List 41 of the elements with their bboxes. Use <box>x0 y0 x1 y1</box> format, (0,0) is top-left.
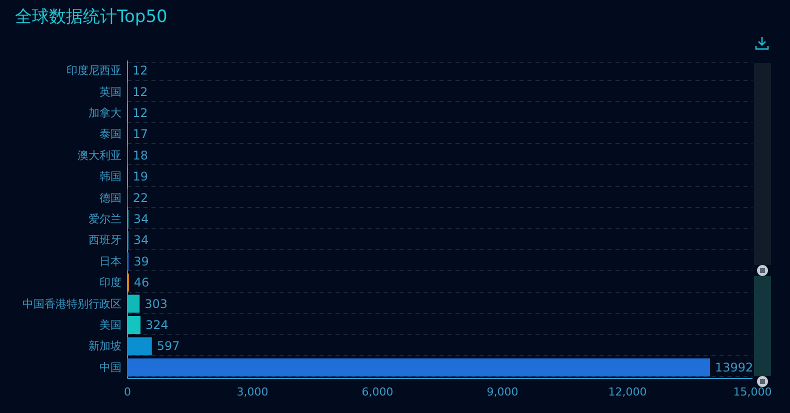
data-label: 12 <box>132 106 148 120</box>
y-tick-label: 日本 <box>100 254 122 268</box>
y-tick-label: 西班牙 <box>88 234 122 247</box>
data-label: 18 <box>132 148 148 162</box>
y-tick-label: 德国 <box>100 191 122 204</box>
data-label: 34 <box>133 233 149 248</box>
x-tick-label: 12,000 <box>608 386 647 398</box>
bar <box>127 358 710 376</box>
y-tick-label: 新加坡 <box>88 340 122 353</box>
x-tick-label: 6,000 <box>362 386 394 398</box>
data-label: 303 <box>144 296 168 311</box>
bar <box>127 337 152 356</box>
y-tick-label: 爱尔兰 <box>88 212 122 226</box>
y-tick-label: 美国 <box>100 318 122 332</box>
data-label: 324 <box>146 318 168 332</box>
data-label: 12 <box>132 64 148 78</box>
data-label: 46 <box>134 276 150 290</box>
y-tick-label: 印度 <box>100 276 122 290</box>
y-tick-label: 中国 <box>100 360 122 374</box>
y-tick-label: 韩国 <box>100 170 122 184</box>
data-label: 39 <box>134 254 149 268</box>
data-label: 22 <box>132 190 148 205</box>
x-tick-label: 9,000 <box>486 386 518 398</box>
data-label: 12 <box>132 84 148 99</box>
y-tick-label: 加拿大 <box>88 106 122 120</box>
data-label: 597 <box>156 339 180 354</box>
chart-title: 全球数据统计Top50 <box>15 7 168 27</box>
y-tick-label: 泰国 <box>100 128 122 141</box>
bar <box>127 316 140 334</box>
x-tick-label: 3,000 <box>236 386 268 398</box>
x-tick-label: 15,000 <box>733 386 772 398</box>
y-tick-label: 澳大利亚 <box>78 148 122 162</box>
data-label: 19 <box>132 170 148 184</box>
data-label: 34 <box>133 212 149 226</box>
y-tick-label: 英国 <box>100 85 122 98</box>
y-tick-label: 中国香港特别行政区 <box>22 297 122 310</box>
y-tick-label: 印度尼西亚 <box>66 64 122 78</box>
bar <box>127 294 140 313</box>
data-label: 13992 <box>715 360 754 374</box>
x-tick-label: 0 <box>124 386 131 398</box>
data-label: 17 <box>132 127 148 142</box>
